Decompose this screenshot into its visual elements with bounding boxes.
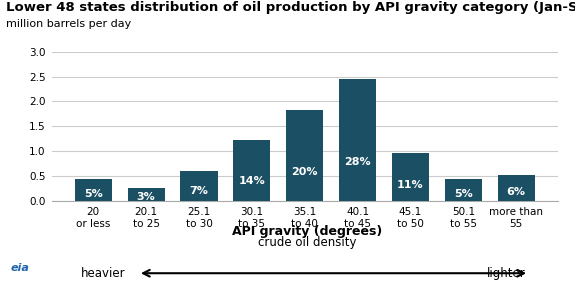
Text: 14%: 14%	[239, 177, 265, 187]
Text: crude oil density: crude oil density	[258, 236, 357, 249]
Text: heavier: heavier	[81, 267, 126, 280]
Text: 5%: 5%	[454, 189, 473, 199]
Text: 3%: 3%	[137, 192, 155, 202]
Text: 5%: 5%	[84, 189, 102, 199]
Bar	[181, 170, 217, 201]
Text: API gravity (degrees): API gravity (degrees)	[232, 224, 383, 238]
Bar	[445, 179, 482, 201]
Bar	[339, 79, 376, 201]
Bar	[233, 140, 270, 201]
Text: 20%: 20%	[292, 167, 318, 177]
Text: 7%: 7%	[190, 186, 209, 196]
Bar	[75, 179, 112, 201]
Text: 11%: 11%	[397, 181, 424, 191]
Bar	[128, 188, 164, 201]
Text: 6%: 6%	[507, 187, 526, 197]
Text: million barrels per day: million barrels per day	[6, 19, 131, 29]
Text: 28%: 28%	[344, 157, 371, 167]
Text: eia: eia	[11, 263, 29, 273]
Bar	[392, 153, 429, 201]
Text: Lower 48 states distribution of oil production by API gravity category (Jan-Sep : Lower 48 states distribution of oil prod…	[6, 1, 575, 14]
Bar	[286, 110, 323, 201]
Bar	[498, 174, 535, 201]
Text: lighter: lighter	[486, 267, 526, 280]
